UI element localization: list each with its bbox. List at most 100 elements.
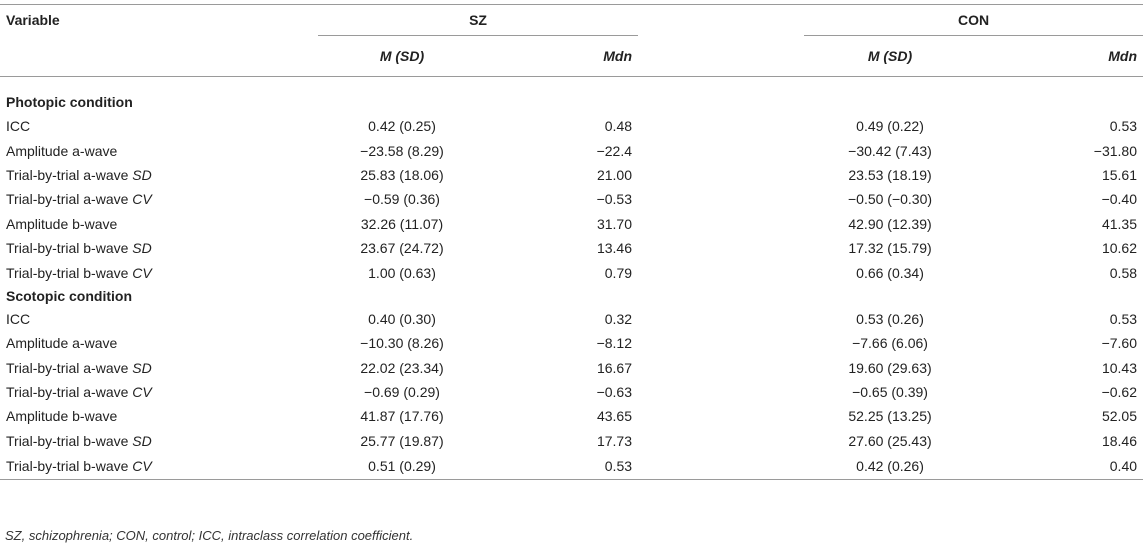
cell-sz-mean-sd: 32.26 (11.07)	[360, 215, 444, 232]
cell-con-mean-sd: −30.42 (7.43)	[848, 142, 932, 159]
cell-gap	[638, 187, 804, 211]
cell-con-median: 18.46	[1101, 432, 1138, 449]
cell-sz-mean-sd: −0.69 (0.29)	[364, 384, 440, 401]
cell-sz-mean-sd: 25.83 (18.06)	[360, 166, 444, 183]
cell-gap	[638, 236, 804, 260]
row-label-italic: CV	[132, 458, 152, 475]
row-label-italic: CV	[132, 384, 152, 401]
row-label: Trial-by-trial a-wave CV	[0, 380, 318, 404]
cell-sz-mean-sd: −0.59 (0.36)	[364, 191, 440, 208]
cell-sz-mean-sd: −10.30 (8.26)	[360, 335, 444, 352]
row-label-italic: SD	[132, 359, 152, 376]
cell-sz-mean-sd: −23.58 (8.29)	[360, 142, 444, 159]
cell-sz-median: −22.4	[596, 142, 633, 159]
header-group-sz: SZ	[318, 4, 639, 36]
cell-con-mean-sd: 19.60 (29.63)	[848, 359, 932, 376]
row-label-text: ICC	[6, 310, 31, 327]
header-blank	[0, 35, 318, 77]
table-row: Trial-by-trial b-wave CV 0.51 (0.29) 0.53 0…	[0, 453, 1143, 481]
cell-sz-mean-sd: 1.00 (0.63)	[368, 264, 436, 281]
cell-con-mean-sd: 0.49 (0.22)	[856, 118, 924, 135]
data-table: Variable SZ CON M (SD) Mdn M (SD) Mdn Ph…	[0, 4, 1143, 481]
cell-con-mean-sd: −0.50 (−0.30)	[847, 191, 933, 208]
header-sz-median: Mdn	[486, 35, 639, 77]
cell-sz-median: −8.12	[596, 335, 633, 352]
cell-con-mean-sd: 17.32 (15.79)	[848, 240, 932, 257]
header-sz-mean-sd: M (SD)	[318, 35, 486, 77]
header-group-con: CON	[804, 4, 1143, 36]
row-label-text: Trial-by-trial a-wave	[6, 359, 133, 376]
cell-gap	[638, 331, 804, 355]
header-row-stats: M (SD) Mdn M (SD) Mdn	[0, 35, 1143, 77]
row-label: Amplitude b-wave	[0, 212, 318, 236]
row-label-text: Trial-by-trial a-wave	[6, 384, 133, 401]
header-gap	[638, 4, 805, 36]
cell-con-mean-sd: 27.60 (25.43)	[848, 432, 932, 449]
cell-sz-mean-sd: 41.87 (17.76)	[360, 408, 444, 425]
row-label: Trial-by-trial b-wave SD	[0, 236, 318, 260]
row-label-text: Trial-by-trial b-wave	[6, 432, 133, 449]
cell-gap	[638, 429, 804, 453]
cell-gap	[638, 380, 804, 404]
cell-sz-mean-sd: 22.02 (23.34)	[360, 359, 444, 376]
row-label: Trial-by-trial b-wave CV	[0, 260, 318, 284]
cell-con-mean-sd: −0.65 (0.39)	[852, 384, 928, 401]
cell-gap	[638, 212, 804, 236]
row-label-italic: SD	[132, 240, 152, 257]
row-label-text: Trial-by-trial a-wave	[6, 191, 133, 208]
cell-gap	[638, 138, 804, 162]
cell-sz-mean-sd: 25.77 (19.87)	[360, 432, 444, 449]
table-row: Trial-by-trial b-wave CV 1.00 (0.63) 0.79 0…	[0, 260, 1143, 284]
row-label-text: ICC	[6, 118, 31, 135]
row-label-text: Amplitude b-wave	[6, 408, 118, 425]
cell-con-median: −0.62	[1101, 384, 1138, 401]
cell-sz-median: 31.70	[596, 215, 633, 232]
table-row: Amplitude b-wave 41.87 (17.76) 43.65 52.25 …	[0, 404, 1143, 428]
cell-con-mean-sd: 42.90 (12.39)	[848, 215, 932, 232]
cell-con-median: −0.40	[1101, 191, 1138, 208]
section-row: Scotopic condition	[0, 285, 1143, 307]
cell-con-median: 0.53	[1109, 118, 1138, 135]
cell-con-median: 10.43	[1101, 359, 1138, 376]
cell-sz-median: 0.32	[604, 310, 633, 327]
cell-con-mean-sd: −7.66 (6.06)	[852, 335, 928, 352]
table-row: ICC 0.42 (0.25) 0.48 0.49 (0.22) 0.53	[0, 114, 1143, 138]
row-label-italic: CV	[132, 264, 152, 281]
cell-sz-mean-sd: 23.67 (24.72)	[360, 240, 444, 257]
cell-sz-median: 0.48	[604, 118, 633, 135]
table-row: Amplitude a-wave −23.58 (8.29) −22.4 −30.42…	[0, 138, 1143, 162]
cell-gap	[638, 307, 804, 331]
row-label: Trial-by-trial a-wave CV	[0, 187, 318, 211]
table-row: Trial-by-trial a-wave CV −0.59 (0.36) −0.5…	[0, 187, 1143, 211]
header-row-groups: Variable SZ CON	[0, 4, 1143, 36]
table-row: Trial-by-trial a-wave CV −0.69 (0.29) −0.6…	[0, 380, 1143, 404]
table-row: Trial-by-trial a-wave SD 25.83 (18.06) 21.…	[0, 163, 1143, 187]
table-footnote: SZ, schizophrenia; CON, control; ICC, in…	[5, 528, 414, 543]
section-row: Photopic condition	[0, 77, 1143, 115]
cell-sz-median: 16.67	[596, 359, 633, 376]
row-label: Amplitude a-wave	[0, 331, 318, 355]
cell-gap	[638, 260, 804, 284]
cell-con-median: 0.53	[1109, 310, 1138, 327]
cell-con-median: 41.35	[1101, 215, 1138, 232]
section-title: Scotopic condition	[6, 287, 132, 304]
cell-sz-median: 0.79	[604, 264, 633, 281]
row-label-text: Trial-by-trial b-wave	[6, 264, 133, 281]
header-con-median: Mdn	[976, 35, 1143, 77]
cell-sz-median: 17.73	[596, 432, 633, 449]
table-row: ICC 0.40 (0.30) 0.32 0.53 (0.26) 0.53	[0, 307, 1143, 331]
cell-con-mean-sd: 52.25 (13.25)	[848, 408, 932, 425]
row-label: ICC	[0, 307, 318, 331]
table-row: Trial-by-trial b-wave SD 25.77 (19.87) 17.…	[0, 429, 1143, 453]
header-con-mean-sd: M (SD)	[804, 35, 977, 77]
row-label-text: Trial-by-trial a-wave	[6, 166, 133, 183]
cell-con-median: 52.05	[1101, 408, 1138, 425]
table-row: Trial-by-trial b-wave SD 23.67 (24.72) 13.…	[0, 236, 1143, 260]
table-body: Photopic condition ICC 0.42 (0.25) 0.48 0.49…	[0, 77, 1143, 481]
header-blank-2	[638, 35, 805, 77]
cell-sz-mean-sd: 0.42 (0.25)	[368, 118, 436, 135]
row-label: Amplitude a-wave	[0, 138, 318, 162]
table-row: Trial-by-trial a-wave SD 22.02 (23.34) 16.…	[0, 356, 1143, 380]
row-label: Amplitude b-wave	[0, 404, 318, 428]
cell-gap	[638, 453, 805, 481]
